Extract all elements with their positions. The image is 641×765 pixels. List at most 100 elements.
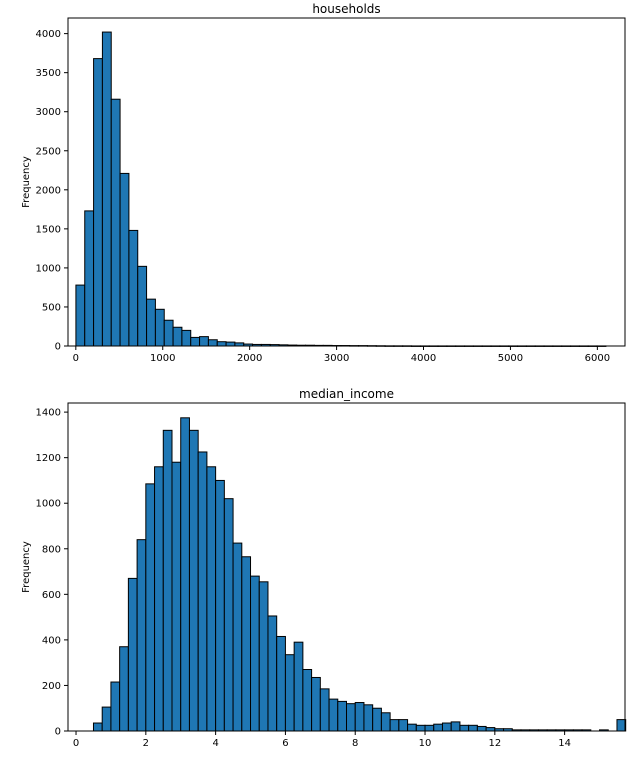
median-income-ytick-label: 800 [42,544,61,555]
median-income-bar [389,719,400,732]
median-income-bar [223,498,234,732]
households-bar [181,329,192,347]
median-income-bar [267,615,278,732]
households-bar [101,31,112,347]
median-income-bar [127,577,138,732]
median-income-bar [346,703,356,732]
households-ytick-label: 0 [55,342,61,353]
median-income-ytick-label: 200 [42,681,61,692]
median-income-bar [415,724,426,732]
households-ytick-label: 3500 [36,68,61,79]
median-income-bar [110,681,121,732]
median-income-bar [293,641,304,732]
median-income-title: median_income [299,387,394,401]
median-income-bar [459,724,470,732]
median-income-bar [258,581,269,732]
households-bar [225,341,236,347]
median-income-xtick-label: 8 [352,738,358,749]
median-income-bar [616,719,627,732]
households-xtick-label: 2000 [237,353,262,364]
median-income-bar [302,669,313,732]
households-xtick-label: 0 [73,353,79,364]
households-bar [146,298,156,347]
households-ytick-label: 1500 [36,224,61,235]
households-ytick-label: 2500 [36,146,61,157]
median-income-bar [180,417,190,732]
median-income-ytick-label: 1000 [36,499,61,510]
households-bars [75,31,607,347]
median-income-bar [197,451,208,732]
median-income-bar [206,466,217,732]
median-income-bar [171,461,182,732]
median-income-bar [250,575,260,732]
median-income-xtick-label: 6 [282,738,288,749]
households-xtick-label: 5000 [498,353,523,364]
median-income-xtick-label: 14 [558,738,571,749]
households-title: households [312,2,380,16]
median-income-bar [276,635,286,732]
median-income-bar [372,707,382,732]
median-income-ytick-label: 400 [42,635,61,646]
median-income-bar [407,723,417,732]
median-income-bar [92,722,103,732]
households-bar [207,339,218,347]
households-ytick-label: 4000 [36,29,61,40]
median-income-bar [398,719,409,732]
households-bar [75,284,86,347]
households-bar [119,172,130,347]
median-income-bar [241,556,252,732]
median-income-ytick-label: 1400 [36,408,61,419]
median-income-bar [433,723,443,732]
households-bar [163,319,174,347]
median-income-bar [337,700,347,732]
households-ytick-label: 500 [42,302,61,313]
median-income-bar [188,429,199,732]
households-bar [93,58,103,347]
households-xtick-label: 6000 [585,353,610,364]
median-income-xtick-label: 12 [488,738,501,749]
median-income-bar [468,724,478,732]
median-income-bar [101,706,112,732]
median-income-bar [380,712,391,732]
median-income-bar [145,483,156,732]
households-ylabel: Frequency [21,156,32,208]
median-income-bar [354,702,365,732]
households-ytick-label: 3000 [36,107,61,118]
median-income-panel: median_income Frequency 0 2 4 6 8 10 12 14 0 200 4… [21,387,627,749]
households-bar [154,308,165,347]
median-income-bar [424,724,435,732]
households-xtick-label: 1000 [150,353,175,364]
median-income-bar [485,727,496,732]
median-income-ytick-label: 0 [55,727,61,738]
median-income-bar [162,429,173,732]
median-income-ytick-label: 600 [42,590,61,601]
median-income-bar [284,654,295,732]
households-bar [172,326,183,347]
median-income-xtick-label: 2 [143,738,149,749]
households-bar [190,336,201,347]
median-income-bar [119,646,129,732]
households-ytick-label: 1000 [36,263,61,274]
median-income-bar [154,466,164,732]
median-income-bar [136,539,147,732]
median-income-xtick-label: 4 [212,738,218,749]
median-income-bar [319,688,330,732]
median-income-bar [450,721,461,732]
median-income-xtick-label: 0 [73,738,79,749]
median-income-bar [363,704,374,732]
median-income-bar [232,542,243,732]
median-income-xtick-label: 10 [419,738,432,749]
median-income-axes-frame [67,402,626,732]
households-panel: households Frequency 0 1000 2000 3000 4000 50… [21,2,626,364]
households-bar [84,210,95,347]
median-income-bar [311,676,321,732]
households-bar [216,341,227,347]
households-bar [110,98,121,347]
households-ytick-label: 2000 [36,185,61,196]
households-xtick-label: 4000 [411,353,436,364]
median-income-bar [215,479,225,732]
median-income-ylabel: Frequency [21,541,32,593]
median-income-bar [476,725,487,732]
